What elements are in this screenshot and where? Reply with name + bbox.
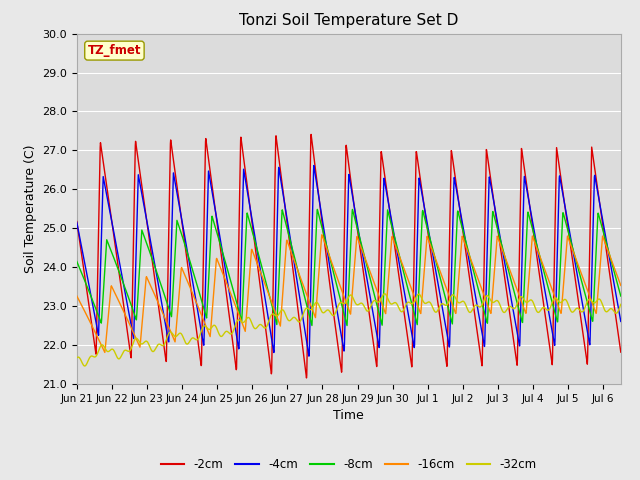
Text: TZ_fmet: TZ_fmet bbox=[88, 44, 141, 57]
Y-axis label: Soil Temperature (C): Soil Temperature (C) bbox=[24, 144, 36, 273]
X-axis label: Time: Time bbox=[333, 409, 364, 422]
Title: Tonzi Soil Temperature Set D: Tonzi Soil Temperature Set D bbox=[239, 13, 458, 28]
Legend: -2cm, -4cm, -8cm, -16cm, -32cm: -2cm, -4cm, -8cm, -16cm, -32cm bbox=[156, 454, 541, 476]
